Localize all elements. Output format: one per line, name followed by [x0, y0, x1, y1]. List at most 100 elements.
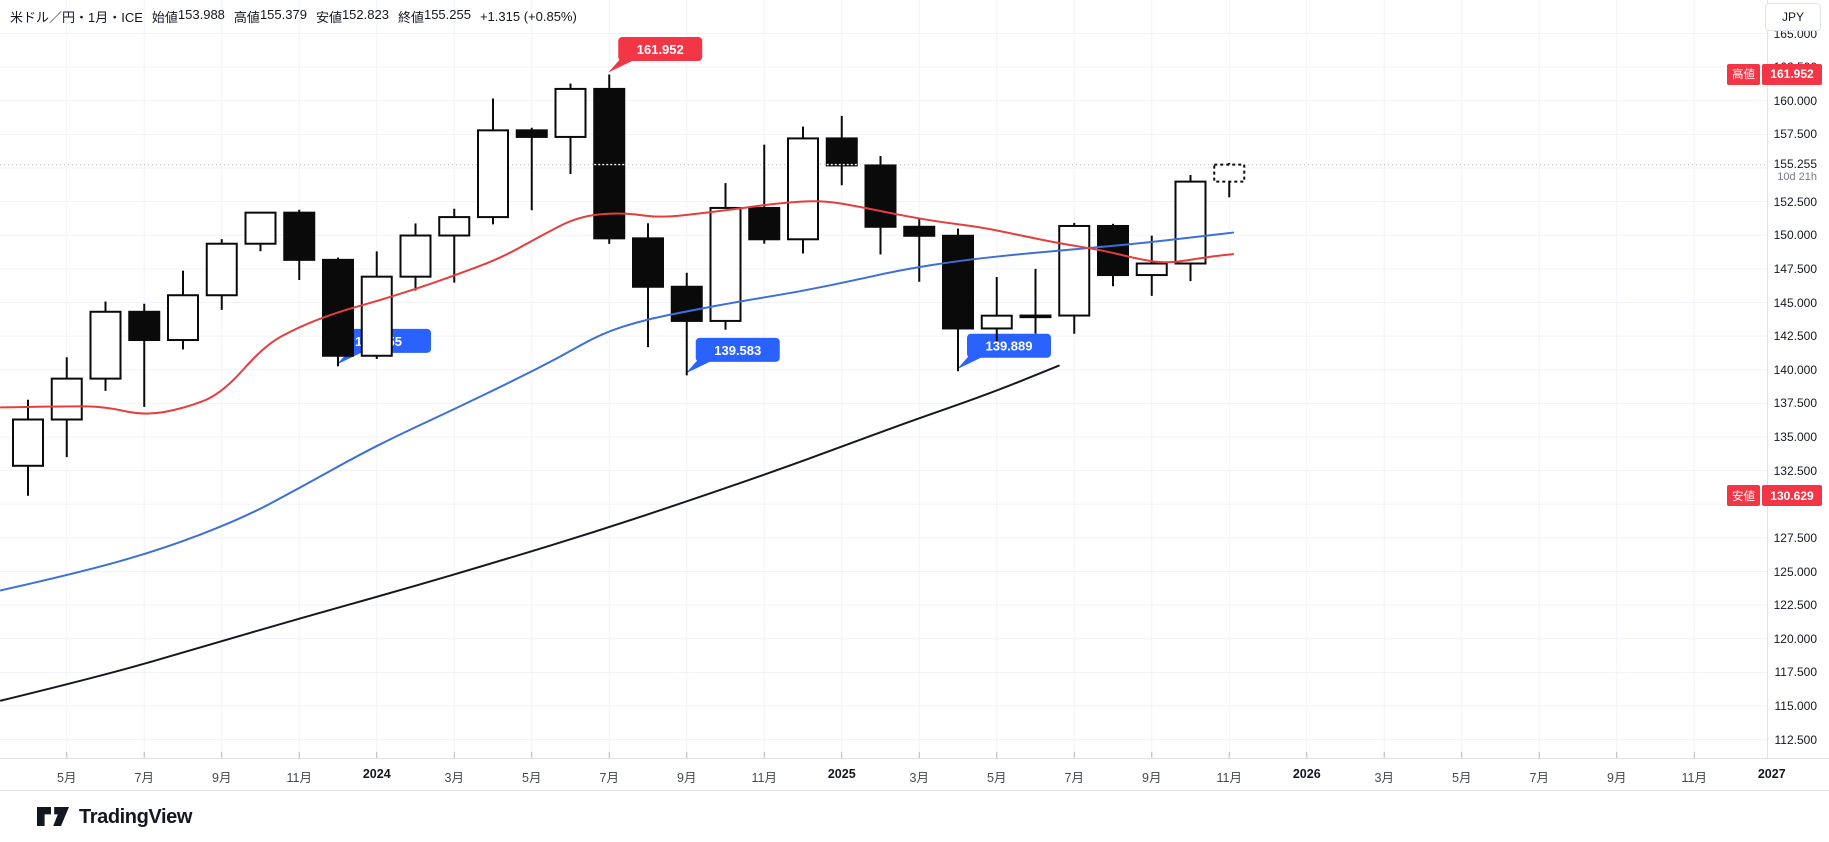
high-value: 155.379: [259, 7, 307, 22]
price-callout-tail: [685, 359, 714, 374]
price-tick-label: 112.500: [1774, 732, 1818, 747]
price-tick-label: 137.500: [1773, 396, 1817, 411]
low-label: 安値: [315, 10, 342, 25]
currency-toggle-button[interactable]: JPY: [1765, 3, 1821, 31]
candle-2025-01: [825, 137, 858, 167]
price-tick-label: 147.500: [1773, 261, 1817, 276]
short-term-ma-line: [0, 200, 1235, 415]
price-callout-tail: [608, 58, 637, 73]
price-tick-label: 140.000: [1773, 362, 1817, 377]
symbol-title[interactable]: 米ドル／円・1月・ICE: [10, 10, 143, 25]
price-tick-label: 115.000: [1774, 699, 1818, 713]
candle-2023-06: [89, 310, 122, 380]
candle-2024-01: [360, 275, 393, 357]
low-price-marker: 安値 130.629: [1727, 485, 1822, 507]
candle-2025-02: [864, 164, 897, 228]
ohlc-open: 始値 153.988: [152, 7, 225, 26]
high-marker-value: 161.952: [1762, 63, 1822, 85]
candle-2024-03: [438, 216, 471, 237]
candle-2025-04: [942, 234, 974, 330]
high-price-marker: 高値 161.952: [1727, 63, 1822, 85]
ohlc-close: 終値 155.255: [398, 7, 471, 26]
candle-2024-07: [593, 87, 626, 240]
candle-2025-09: [1135, 262, 1168, 277]
time-axis-month-label: 7月: [599, 771, 619, 785]
tradingview-logo-mark: [37, 806, 69, 826]
price-tick-label: 122.500: [1773, 598, 1817, 613]
current-candle-2025-11: [1213, 163, 1246, 183]
candle-2025-07: [1058, 224, 1091, 317]
time-axis-month-label: 3月: [1374, 771, 1394, 785]
time-axis-month-label: 7月: [1064, 771, 1084, 785]
close-value: 155.255: [423, 7, 471, 22]
time-axis-year-label: 2024: [362, 767, 391, 781]
time-axis-month-label: 11月: [751, 771, 777, 785]
candle-2023-09: [205, 242, 238, 297]
price-tick-label: 145.000: [1773, 295, 1817, 310]
bottom-bar: TradingView: [0, 790, 1829, 842]
time-axis-month-label: 9月: [677, 771, 697, 785]
time-axis-month-label: 9月: [1607, 771, 1627, 785]
candle-2024-04: [477, 129, 509, 219]
time-axis-month-label: 9月: [1142, 771, 1162, 785]
candle-2023-10: [244, 211, 277, 245]
last-price-label: 155.255 10d 21h: [1774, 157, 1817, 184]
tradingview-logo[interactable]: TradingView: [36, 803, 214, 829]
candle-2024-11: [748, 206, 781, 241]
time-axis-month-label: 7月: [1529, 771, 1549, 785]
time-axis-year-label: 2026: [1292, 767, 1321, 781]
candle-2024-06: [554, 87, 587, 138]
long-term-ma-line: [0, 364, 1060, 702]
candle-2023-04: [12, 418, 44, 467]
change-value: +1.315 (+0.85%): [479, 9, 577, 24]
time-axis-month-label: 3月: [444, 771, 464, 785]
high-label: 高値: [233, 10, 260, 25]
candle-2023-12: [322, 258, 354, 357]
time-axis-year-label: 2025: [827, 767, 856, 781]
time-axis-month-label: 11月: [286, 771, 312, 785]
price-callout-bubble[interactable]: [695, 337, 780, 362]
time-axis-month-label: 5月: [522, 771, 542, 785]
candle-2023-05: [50, 377, 83, 421]
time-axis-month-label: 11月: [1216, 771, 1242, 785]
low-value: 152.823: [341, 7, 389, 22]
price-callout-bubble[interactable]: [618, 36, 703, 61]
price-tick-label: 127.500: [1773, 530, 1817, 545]
candle-2023-11: [283, 211, 316, 261]
candle-2024-05: [515, 129, 548, 138]
price-callout-bubble[interactable]: [967, 333, 1051, 358]
price-tick-label: 152.500: [1773, 194, 1817, 209]
candle-2023-07: [128, 310, 161, 342]
open-value: 153.988: [177, 7, 225, 22]
price-tick-label: 160.000: [1773, 93, 1817, 108]
candle-2025-05: [980, 314, 1013, 330]
bar-countdown: 10d 21h: [1777, 170, 1817, 183]
low-marker-tag: 安値: [1727, 485, 1760, 507]
price-callout-tail: [337, 350, 365, 365]
price-tick-label: 120.000: [1773, 631, 1817, 646]
tradingview-logo-text: TradingView: [79, 806, 193, 828]
candle-2024-09: [670, 285, 703, 322]
price-tick-label: 125.000: [1773, 564, 1817, 579]
time-axis-month-label: 11月: [1681, 771, 1707, 785]
candle-2024-08: [632, 237, 664, 288]
price-callout-tail: [957, 355, 985, 370]
mid-term-ma-line: [0, 231, 1235, 592]
candle-2025-06: [1019, 314, 1052, 319]
candle-2025-10: [1174, 180, 1207, 265]
price-callout-text: 139.583: [714, 343, 761, 358]
candle-2024-02: [399, 234, 432, 278]
time-axis[interactable]: 5月 7月 9月 11月 2024 3月 5月 7月 9月 11月 2025 3月 5月 7月 9月 11月 2…: [0, 758, 1829, 791]
price-tick-label: 150.000: [1773, 228, 1817, 243]
candle-2023-08: [167, 294, 199, 342]
high-marker-tag: 高値: [1727, 63, 1760, 85]
price-axis[interactable]: 165.000162.500160.000157.500152.500150.0…: [1767, 0, 1829, 758]
candle-2025-03: [903, 225, 936, 237]
price-tick-label: 135.000: [1773, 430, 1817, 444]
price-tick-label: 117.500: [1774, 665, 1818, 680]
symbol-legend: 米ドル／円・1月・ICE 始値 153.988 高値 155.379 安値 152.8…: [10, 7, 577, 26]
ohlc-low: 安値 152.823: [316, 7, 389, 26]
price-callout-text: 139.889: [986, 339, 1033, 354]
